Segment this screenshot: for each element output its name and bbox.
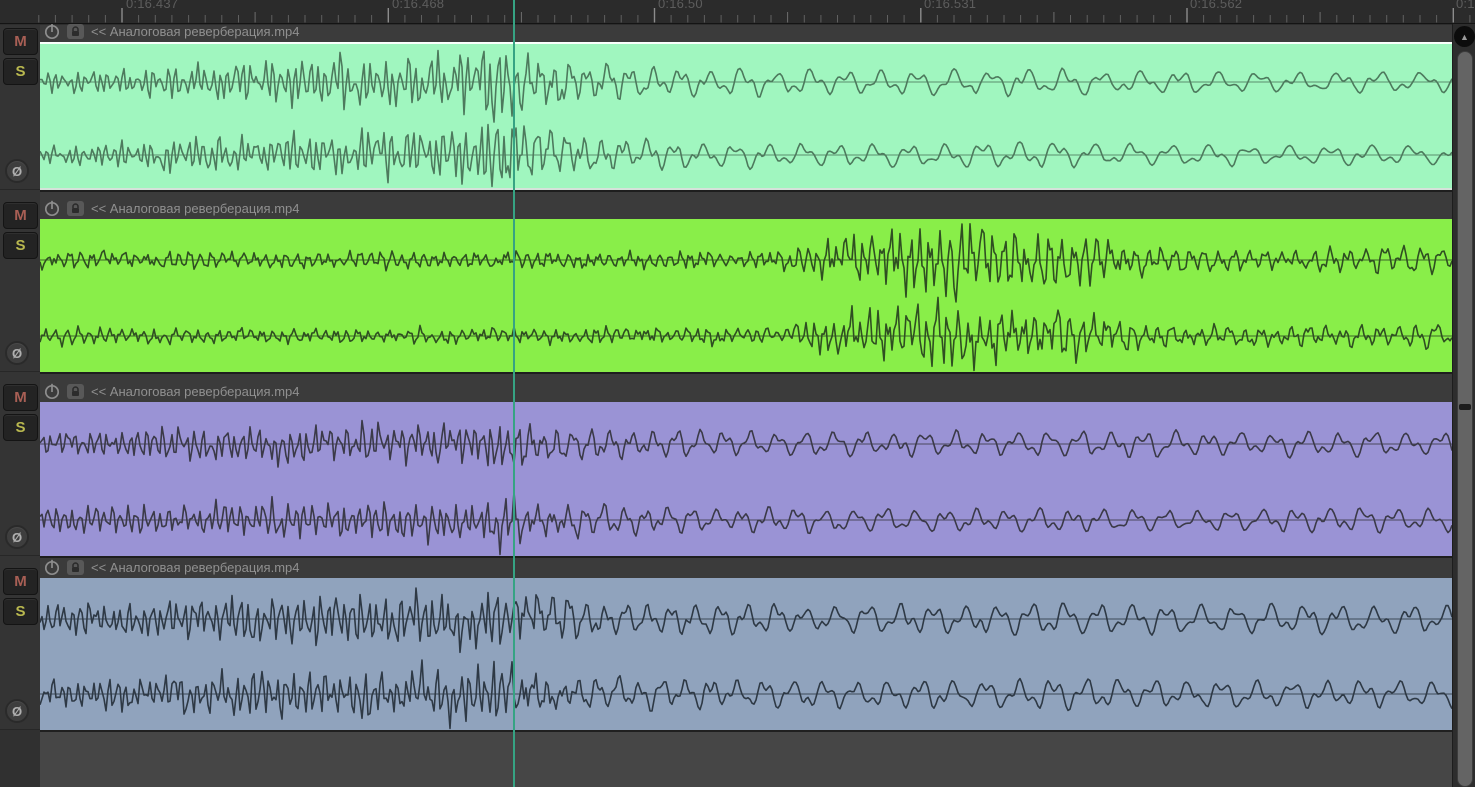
item-header-band: << Аналоговая реверберация.mp4	[40, 190, 1452, 219]
phase-invert-button[interactable]: Ø	[5, 159, 29, 183]
solo-button[interactable]: S	[3, 232, 38, 259]
item-mute-icon[interactable]	[44, 559, 60, 576]
ruler-ticks	[38, 8, 1471, 23]
waveform-svg	[40, 587, 1452, 730]
item-label: << Аналоговая реверберация.mp4	[91, 384, 300, 399]
media-item-header[interactable]: << Аналоговая реверберация.mp4	[44, 382, 1452, 401]
item-lock-icon[interactable]	[67, 384, 84, 399]
phase-invert-button[interactable]: Ø	[5, 699, 29, 723]
mute-button[interactable]: M	[3, 568, 38, 595]
item-lock-icon[interactable]	[67, 201, 84, 216]
media-item-waveform[interactable]	[40, 402, 1452, 556]
ruler-timestamp: 0:16.50	[658, 0, 703, 11]
waveform-svg	[40, 223, 1452, 372]
media-item-header[interactable]: << Аналоговая реверберация.mp4	[44, 558, 1452, 577]
track-row: M S Ø << Аналоговая реверберация.mp4	[0, 372, 1475, 556]
up-arrow-icon: ▲	[1460, 31, 1469, 42]
item-label: << Аналоговая реверберация.mp4	[91, 24, 300, 39]
track-row: M S Ø << Аналоговая реверберация.mp4	[0, 22, 1475, 190]
arrange-empty-area[interactable]	[40, 730, 1452, 787]
solo-button[interactable]: S	[3, 414, 38, 441]
solo-button[interactable]: S	[3, 58, 38, 85]
item-header-band: << Аналоговая реверберация.mp4	[40, 22, 1452, 42]
item-mute-icon[interactable]	[44, 383, 60, 400]
phase-invert-button[interactable]: Ø	[5, 341, 29, 365]
item-lock-icon[interactable]	[67, 24, 84, 39]
track-panel-empty-area	[0, 730, 40, 787]
mute-button[interactable]: M	[3, 202, 38, 229]
waveform-svg	[40, 49, 1452, 188]
scroll-up-button[interactable]: ▲	[1454, 26, 1475, 47]
phase-invert-button[interactable]: Ø	[5, 525, 29, 549]
vertical-scrollbar[interactable]: ▲	[1452, 24, 1475, 787]
solo-button[interactable]: S	[3, 598, 38, 625]
timeline-ruler[interactable]: 0:16.437 0:16.468 0:16.50 0:16.531 0:16.562 0…	[0, 0, 1475, 24]
item-label: << Аналоговая реверберация.mp4	[91, 560, 300, 575]
ruler-timestamp: 0:16.562	[1190, 0, 1243, 11]
track-row: M S Ø << Аналоговая реверберация.mp4	[0, 556, 1475, 730]
mute-button[interactable]: M	[3, 28, 38, 55]
item-lock-icon[interactable]	[67, 560, 84, 575]
ruler-timestamp: 0:1	[1456, 0, 1475, 11]
media-item-header[interactable]: << Аналоговая реверберация.mp4	[44, 22, 1452, 41]
item-header-band: << Аналоговая реверберация.mp4	[40, 372, 1452, 402]
ruler-timestamp: 0:16.531	[924, 0, 977, 11]
scrollbar-notch-icon	[1459, 404, 1471, 410]
track-row: M S Ø << Аналоговая реверберация.mp4	[0, 190, 1475, 372]
media-item-waveform[interactable]	[40, 578, 1452, 730]
media-item-header[interactable]: << Аналоговая реверберация.mp4	[44, 199, 1452, 218]
track-control-panel: M S Ø	[0, 556, 40, 730]
waveform-svg	[40, 419, 1452, 556]
item-mute-icon[interactable]	[44, 200, 60, 217]
track-control-panel: M S Ø	[0, 372, 40, 556]
mute-button[interactable]: M	[3, 384, 38, 411]
scrollbar-thumb[interactable]	[1457, 51, 1473, 787]
edit-cursor	[513, 0, 515, 787]
item-header-band: << Аналоговая реверберация.mp4	[40, 556, 1452, 578]
item-label: << Аналоговая реверберация.mp4	[91, 201, 300, 216]
item-mute-icon[interactable]	[44, 23, 60, 40]
track-control-panel: M S Ø	[0, 190, 40, 372]
media-item-waveform[interactable]	[40, 42, 1452, 190]
track-control-panel: M S Ø	[0, 25, 40, 190]
media-item-waveform[interactable]	[40, 219, 1452, 372]
ruler-timestamp: 0:16.468	[392, 0, 445, 11]
ruler-timestamp: 0:16.437	[126, 0, 179, 11]
